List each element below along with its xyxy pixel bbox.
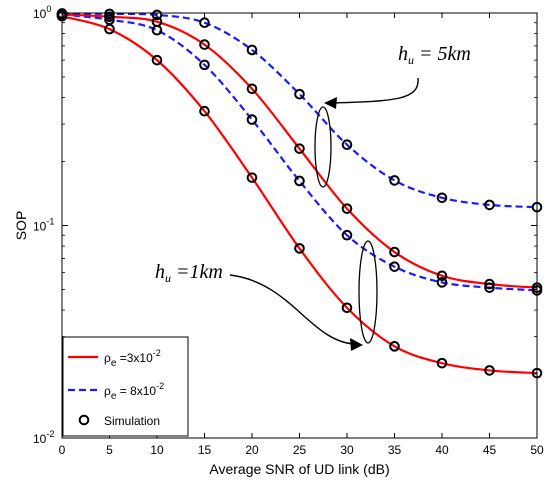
sim-point-s2-6 bbox=[341, 229, 353, 241]
sim-point-s1-4 bbox=[246, 172, 258, 183]
annotation-hu-5km: hu = 5km bbox=[398, 43, 471, 67]
x-tick-label: 25 bbox=[293, 443, 307, 457]
series-line-3 bbox=[61, 13, 538, 289]
sim-point-s2-4 bbox=[246, 114, 258, 125]
sim-point-s1-7 bbox=[389, 341, 400, 352]
y-tick-label: 10-2 bbox=[33, 429, 54, 446]
sim-point-s4-9 bbox=[484, 199, 495, 211]
x-tick-label: 5 bbox=[106, 443, 113, 457]
series-line-4 bbox=[61, 12, 538, 209]
arrow-5km bbox=[333, 77, 419, 104]
sim-point-s1-3 bbox=[199, 105, 210, 117]
sim-point-s3-3 bbox=[199, 39, 210, 50]
x-tick-label: 45 bbox=[483, 443, 497, 457]
sim-point-s4-4 bbox=[246, 44, 258, 56]
sim-point-s4-5 bbox=[294, 88, 305, 100]
sim-point-s4-6 bbox=[341, 139, 353, 151]
arrowhead-1km bbox=[350, 338, 363, 351]
sim-point-s4-8 bbox=[436, 192, 448, 204]
legend-label-solid: ρe =3x10-2 bbox=[104, 348, 161, 369]
legend-label-simulation: Simulation bbox=[104, 414, 160, 428]
y-tick-label: 100 bbox=[33, 4, 51, 21]
legend: ρe =3x10-2 ρe = 8x10-2 Simulation bbox=[62, 336, 189, 437]
x-tick-label: 50 bbox=[530, 443, 544, 457]
arrowhead-5km bbox=[324, 97, 337, 109]
group-ellipse-1km bbox=[358, 240, 378, 344]
sim-point-s4-1 bbox=[104, 8, 115, 20]
sim-point-s1-9 bbox=[484, 365, 495, 376]
series-line-2 bbox=[61, 13, 538, 292]
sim-point-s2-5 bbox=[294, 175, 305, 187]
sim-point-s3-6 bbox=[341, 203, 353, 214]
sim-point-s3-5 bbox=[294, 143, 305, 154]
x-tick-label: 30 bbox=[340, 443, 354, 457]
sim-point-s1-5 bbox=[294, 243, 305, 254]
x-tick-label: 10 bbox=[150, 443, 164, 457]
arrow-1km bbox=[229, 274, 354, 345]
series-line-1 bbox=[61, 15, 538, 375]
y-axis-label: SOP bbox=[13, 211, 29, 241]
x-tick-label: 40 bbox=[435, 443, 449, 457]
sim-point-s3-8 bbox=[436, 270, 448, 282]
sim-point-s2-8 bbox=[436, 277, 448, 288]
curves bbox=[61, 12, 538, 375]
sim-point-s2-3 bbox=[199, 59, 210, 71]
annotation-hu-1km: hu =1km bbox=[155, 261, 223, 285]
legend-swatch-simulation bbox=[78, 414, 90, 426]
sim-point-s1-8 bbox=[436, 357, 448, 369]
sim-point-s1-6 bbox=[341, 302, 353, 314]
sim-point-s3-7 bbox=[389, 246, 400, 258]
x-tick-label: 15 bbox=[198, 443, 212, 457]
legend-label-dashed: ρe = 8x10-2 bbox=[104, 381, 164, 402]
sim-point-s3-9 bbox=[484, 278, 495, 290]
x-tick-label: 0 bbox=[59, 443, 66, 457]
sim-point-s3-4 bbox=[246, 83, 258, 95]
x-tick-label: 35 bbox=[388, 443, 402, 457]
sim-point-s4-3 bbox=[199, 17, 210, 29]
x-axis-label: Average SNR of UD link (dB) bbox=[209, 461, 389, 477]
legend-box bbox=[62, 336, 189, 437]
sim-point-s4-7 bbox=[389, 175, 400, 186]
sim-point-s1-2 bbox=[151, 54, 163, 66]
group-ellipse-5km bbox=[314, 106, 332, 188]
y-tick-label: 10-1 bbox=[33, 217, 54, 234]
sim-point-s2-7 bbox=[389, 261, 400, 272]
sim-point-s4-2 bbox=[151, 9, 163, 21]
x-tick-label: 20 bbox=[245, 443, 259, 457]
axes: 0 5 10 15 20 25 30 35 40 45 50 100 10-1 10-2 Average S… bbox=[13, 4, 544, 477]
sim-point-s2-9 bbox=[484, 282, 495, 293]
annotations: hu = 5km hu =1km bbox=[155, 43, 471, 351]
